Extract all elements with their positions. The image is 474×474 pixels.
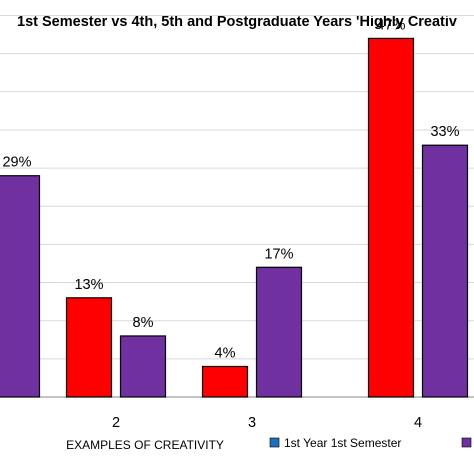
data-label: 4% (215, 345, 236, 361)
chart-title: 1st Semester vs 4th, 5th and Postgraduat… (17, 14, 457, 30)
bar-1-series-2 (0, 175, 41, 398)
x-tick-label: 4 (414, 415, 422, 431)
data-label: 29% (2, 155, 31, 171)
bar-3-series-1 (201, 365, 249, 398)
data-label: 8% (133, 315, 154, 331)
legend: 1st Year 1st Semester (269, 436, 472, 450)
legend-label: 1st Year 1st Semester (284, 436, 401, 450)
data-label: 33% (430, 124, 459, 140)
bar-2-series-1 (65, 297, 113, 398)
legend-swatch (269, 437, 280, 448)
bar-4-series-2 (421, 144, 469, 398)
data-label: 13% (74, 277, 103, 293)
bar-2-series-2 (119, 335, 167, 398)
x-tick-label: 3 (248, 415, 256, 431)
x-tick-label: 2 (112, 415, 120, 431)
x-tick-labels: 2 3 4 (112, 415, 422, 431)
x-axis-label: EXAMPLES OF CREATIVITY (66, 438, 224, 452)
bars-group: 29% 13% 8% 4% 17% 47% 33% (0, 17, 469, 398)
data-label: 47% (376, 17, 405, 33)
bar-3-series-2 (255, 266, 303, 398)
bar-4-series-1 (367, 37, 415, 398)
legend-swatch (461, 437, 472, 448)
data-label: 17% (264, 246, 293, 262)
